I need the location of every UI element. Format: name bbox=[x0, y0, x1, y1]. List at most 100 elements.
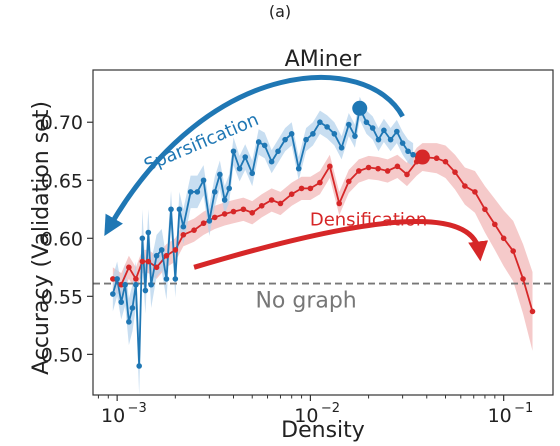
series-0-point bbox=[249, 209, 256, 216]
series-1-point bbox=[255, 139, 262, 145]
series-1-point bbox=[221, 197, 228, 203]
densification-arrow bbox=[193, 219, 489, 270]
y-tick-label: 0.70 bbox=[41, 112, 83, 134]
series-1-point bbox=[133, 281, 139, 288]
series-1-point bbox=[363, 119, 370, 126]
series-1-point bbox=[187, 189, 194, 195]
series-1-point bbox=[206, 218, 213, 224]
series-0-point bbox=[153, 264, 160, 271]
series-0-point bbox=[126, 264, 132, 271]
series-0-point bbox=[139, 258, 146, 265]
x-axis-label: Density bbox=[281, 418, 365, 443]
series-0-point bbox=[510, 248, 516, 254]
series-0-point bbox=[118, 281, 125, 288]
series-0-point bbox=[462, 183, 468, 189]
series-0-point bbox=[163, 252, 170, 259]
series-1-point bbox=[268, 158, 275, 165]
series-0-point bbox=[472, 189, 478, 195]
series-0-point bbox=[394, 163, 401, 170]
series-0-point bbox=[375, 165, 381, 172]
series-0-point bbox=[268, 197, 275, 203]
series-0-point bbox=[110, 276, 116, 282]
series-1-point bbox=[236, 165, 243, 172]
series-0-point bbox=[500, 235, 507, 242]
series-0-best-point bbox=[414, 149, 430, 165]
series-1-point bbox=[163, 276, 170, 282]
x-axis: 10 −3 10 −2 10 −1 bbox=[97, 395, 533, 427]
series-0-point bbox=[307, 185, 314, 192]
series-0-line bbox=[112, 156, 534, 312]
series-0-point bbox=[230, 208, 237, 215]
series-0-point bbox=[384, 168, 391, 174]
series-1-point bbox=[345, 121, 352, 128]
series-0-point bbox=[277, 200, 284, 207]
sparsification-arrow bbox=[104, 74, 405, 236]
series-1-point bbox=[158, 247, 165, 253]
series-1-point bbox=[129, 305, 136, 311]
series-0-point bbox=[200, 220, 207, 227]
series-0-point bbox=[345, 178, 352, 185]
series-0-point bbox=[433, 155, 440, 162]
series-1-point bbox=[394, 128, 400, 135]
series-1-point bbox=[194, 189, 201, 195]
series-1-point bbox=[352, 133, 358, 139]
series-1-point bbox=[410, 151, 416, 158]
series-0-point bbox=[336, 200, 343, 207]
plot-frame bbox=[92, 69, 554, 396]
series-0-point bbox=[482, 206, 488, 213]
series-0-point bbox=[317, 179, 323, 186]
series-1-best-point bbox=[352, 100, 368, 116]
y-tick-label: 0.60 bbox=[41, 228, 83, 250]
baseline-label: No graph bbox=[255, 289, 356, 314]
series-0-point bbox=[180, 232, 187, 238]
series-1-point bbox=[261, 142, 268, 149]
series-0-point bbox=[221, 211, 228, 217]
series-1-point bbox=[303, 136, 309, 143]
densification-label: Densification bbox=[310, 210, 427, 231]
y-tick-label: 0.50 bbox=[41, 344, 83, 366]
x-tick-label: 10 bbox=[488, 405, 512, 427]
series-1-point bbox=[168, 206, 174, 213]
series-0-point bbox=[258, 203, 265, 209]
x-tick-label: 10 bbox=[294, 405, 318, 427]
series-1-point bbox=[110, 291, 116, 297]
trend-arrows bbox=[104, 74, 489, 270]
series-1-point bbox=[114, 276, 120, 282]
series-1-point bbox=[142, 287, 149, 294]
y-axis-label: Accuracy (Validation set) bbox=[29, 101, 54, 375]
series-1-point bbox=[338, 144, 345, 151]
series-1-point bbox=[310, 131, 316, 137]
series-1-point bbox=[153, 252, 160, 259]
series-0-point bbox=[288, 191, 295, 197]
series-1-point bbox=[230, 148, 237, 155]
series-1-point bbox=[387, 136, 394, 143]
series-0-point bbox=[356, 168, 362, 174]
series-0-point bbox=[191, 227, 197, 233]
x-tick-exponent: −2 bbox=[321, 401, 340, 416]
series-0-point bbox=[240, 206, 247, 213]
series-0-point bbox=[452, 169, 458, 175]
series-1-point bbox=[126, 319, 132, 325]
series-1-point bbox=[405, 148, 411, 155]
series-0-point bbox=[520, 276, 526, 282]
series-1-point bbox=[295, 165, 302, 172]
series-1-point bbox=[324, 124, 330, 130]
series-0-point bbox=[211, 214, 218, 221]
baseline: No graph bbox=[93, 282, 553, 314]
series-1-point bbox=[176, 206, 183, 213]
series-0-point bbox=[133, 276, 139, 282]
series-1-point bbox=[180, 223, 187, 230]
y-axis: 0.50 0.55 0.60 0.65 0.70 bbox=[41, 112, 93, 366]
series-1-point bbox=[399, 140, 406, 146]
chart-title: AMiner bbox=[285, 47, 363, 72]
series-0-point bbox=[492, 221, 498, 228]
series-1-point bbox=[211, 189, 218, 195]
series-1-point bbox=[200, 177, 207, 184]
series-0-point bbox=[327, 163, 333, 170]
series-1-point bbox=[172, 276, 179, 282]
series-1-point bbox=[249, 170, 256, 177]
series-1-point bbox=[331, 131, 338, 137]
series-1-point bbox=[118, 299, 125, 305]
series-1-point bbox=[381, 127, 387, 134]
